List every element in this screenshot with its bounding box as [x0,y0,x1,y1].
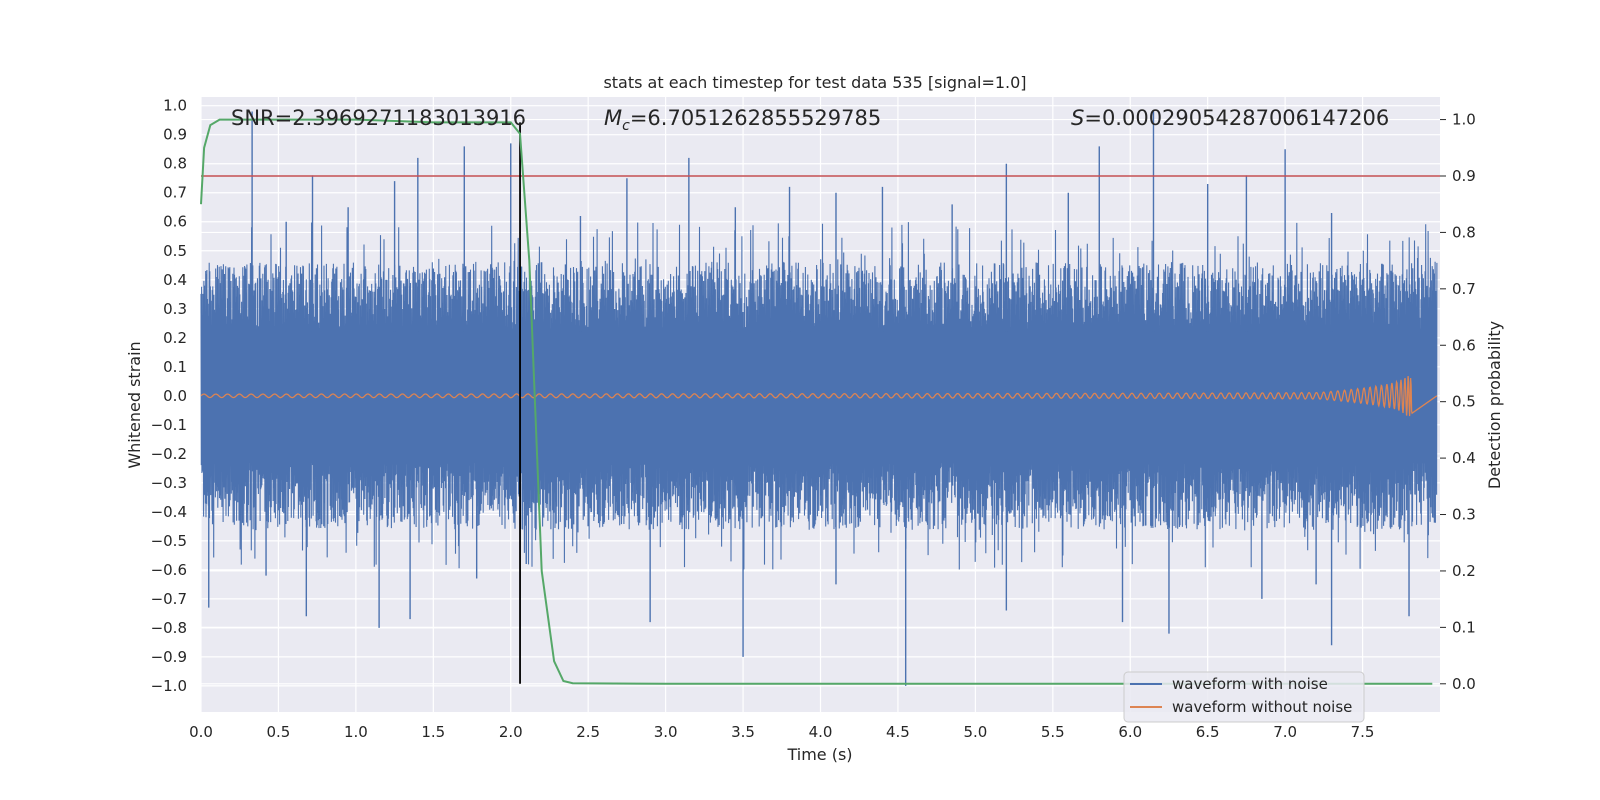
snr-annotation: SNR=2.3969271183013916 [231,106,526,130]
s-annotation: S=0.00029054287006147206 [1071,106,1389,130]
x-tick-label: 6.0 [1118,723,1142,741]
y-tick-label: 0.7 [163,184,187,202]
chirp-mass-annotation: Mc=6.7051262855529785 [604,106,881,134]
legend-box [1123,671,1365,723]
y2-tick-label: 0.8 [1452,223,1476,241]
y2-tick-label: 0.1 [1452,618,1476,636]
y-tick-label: 0.2 [163,329,187,347]
y2-tick-label: 0.0 [1452,675,1476,693]
y2-tick-label: 1.0 [1452,111,1476,129]
y-tick-label: −0.7 [151,590,187,608]
y-tick-label: −0.2 [151,445,187,463]
y-tick-label: 0.8 [163,155,187,173]
x-tick-label: 2.5 [576,723,600,741]
y-tick-label: 0.9 [163,126,187,144]
legend-label-clean: waveform without noise [1172,698,1352,716]
y-tick-label: −0.9 [151,648,187,666]
y-axis-label: Whitened strain [125,341,144,468]
chirp-mass-symbol: M [604,106,622,130]
x-tick-label: 4.0 [809,723,833,741]
x-tick-label: 0.5 [267,723,291,741]
x-tick-label: 0.0 [189,723,213,741]
y-tick-label: −0.6 [151,561,187,579]
y-tick-label: −0.3 [151,474,187,492]
y-tick-label: −0.1 [151,416,187,434]
y2-tick-label: 0.9 [1452,167,1476,185]
waveform-without-noise [200,376,1438,417]
y-tick-label: −0.5 [151,532,187,550]
x-tick-label: 3.0 [654,723,678,741]
x-tick-label: 1.5 [421,723,445,741]
y-axis-ticks: 1.0 0.9 0.8 0.7 0.6 0.5 0.4 0.3 0.2 0.1 0.0 −0.1 −0.… [151,97,187,695]
y2-axis-label: Detection probability [1485,321,1504,489]
plot-area [200,97,1440,712]
y-tick-label: 0.6 [163,213,187,231]
legend: waveform with noise waveform without noi… [1123,671,1365,723]
x-tick-label: 4.5 [886,723,910,741]
x-tick-label: 7.5 [1351,723,1375,741]
y-tick-label: −1.0 [151,677,187,695]
y2-tick-label: 0.2 [1452,562,1476,580]
y-tick-label: −0.4 [151,503,187,521]
y-tick-label: 1.0 [163,97,187,115]
chirp-mass-subscript: c [622,118,630,134]
x-tick-label: 5.0 [963,723,987,741]
x-tick-label: 6.5 [1196,723,1220,741]
clean-trace [200,376,1438,417]
noise-trace [200,222,1438,570]
x-tick-label: 2.0 [499,723,523,741]
y2-tick-label: 0.3 [1452,506,1476,524]
y2-tick-label: 0.5 [1452,393,1476,411]
annotations: SNR=2.3969271183013916 Mc=6.705126285552… [231,106,1389,134]
legend-label-noise: waveform with noise [1172,675,1328,693]
y2-axis-ticks: 1.0 0.9 0.8 0.7 0.6 0.5 0.4 0.3 0.2 0.1 0.0 [1440,111,1476,693]
x-tick-label: 3.5 [731,723,755,741]
y-tick-label: 0.5 [163,242,187,260]
chart-title: stats at each timestep for test data 535… [603,73,1026,92]
s-symbol: S [1071,106,1084,130]
y-tick-label: 0.0 [163,387,187,405]
detection-probability-line [200,118,1433,685]
y-tick-label: −0.8 [151,619,187,637]
y2-tick-label: 0.6 [1452,336,1476,354]
y-tick-label: 0.3 [163,300,187,318]
x-axis-ticks: 0.0 0.5 1.0 1.5 2.0 2.5 3.0 3.5 4.0 4.5 5.0 5.5 6.0 6… [189,723,1374,741]
y2-tick-label: 0.7 [1452,280,1476,298]
x-axis-label: Time (s) [786,745,852,764]
y2-tick-label: 0.4 [1452,449,1476,467]
x-tick-label: 5.5 [1041,723,1065,741]
s-value: =0.00029054287006147206 [1084,106,1389,130]
x-tick-label: 7.0 [1273,723,1297,741]
chirp-mass-value: =6.7051262855529785 [630,106,881,130]
x-tick-label: 1.0 [344,723,368,741]
y-tick-label: 0.1 [163,358,187,376]
y-tick-label: 0.4 [163,271,187,289]
